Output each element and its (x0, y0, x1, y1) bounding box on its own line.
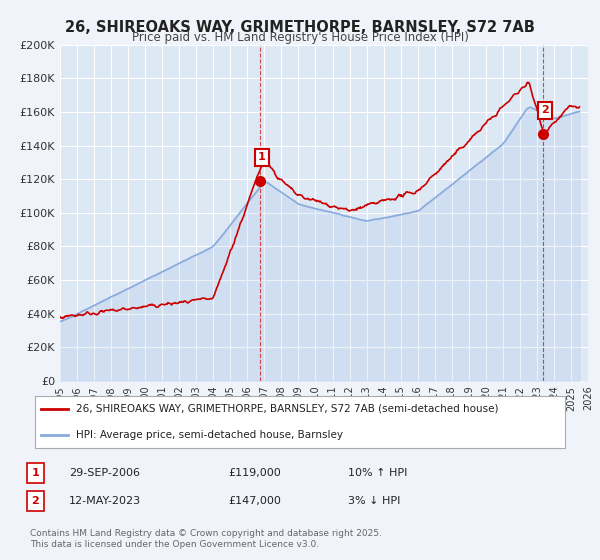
Text: 26, SHIREOAKS WAY, GRIMETHORPE, BARNSLEY, S72 7AB: 26, SHIREOAKS WAY, GRIMETHORPE, BARNSLEY… (65, 20, 535, 35)
Text: 2: 2 (541, 105, 549, 115)
FancyBboxPatch shape (35, 396, 565, 448)
Text: 12-MAY-2023: 12-MAY-2023 (69, 496, 141, 506)
FancyBboxPatch shape (27, 491, 44, 511)
Text: 1: 1 (258, 152, 266, 162)
Text: 3% ↓ HPI: 3% ↓ HPI (348, 496, 400, 506)
Text: £147,000: £147,000 (228, 496, 281, 506)
Text: Contains HM Land Registry data © Crown copyright and database right 2025.
This d: Contains HM Land Registry data © Crown c… (30, 529, 382, 549)
Text: 26, SHIREOAKS WAY, GRIMETHORPE, BARNSLEY, S72 7AB (semi-detached house): 26, SHIREOAKS WAY, GRIMETHORPE, BARNSLEY… (76, 404, 499, 414)
Text: 10% ↑ HPI: 10% ↑ HPI (348, 468, 407, 478)
Text: £119,000: £119,000 (228, 468, 281, 478)
Text: 1: 1 (32, 468, 39, 478)
Text: 2: 2 (32, 496, 39, 506)
Text: Price paid vs. HM Land Registry's House Price Index (HPI): Price paid vs. HM Land Registry's House … (131, 31, 469, 44)
FancyBboxPatch shape (27, 463, 44, 483)
Text: HPI: Average price, semi-detached house, Barnsley: HPI: Average price, semi-detached house,… (76, 430, 343, 440)
Text: 29-SEP-2006: 29-SEP-2006 (69, 468, 140, 478)
